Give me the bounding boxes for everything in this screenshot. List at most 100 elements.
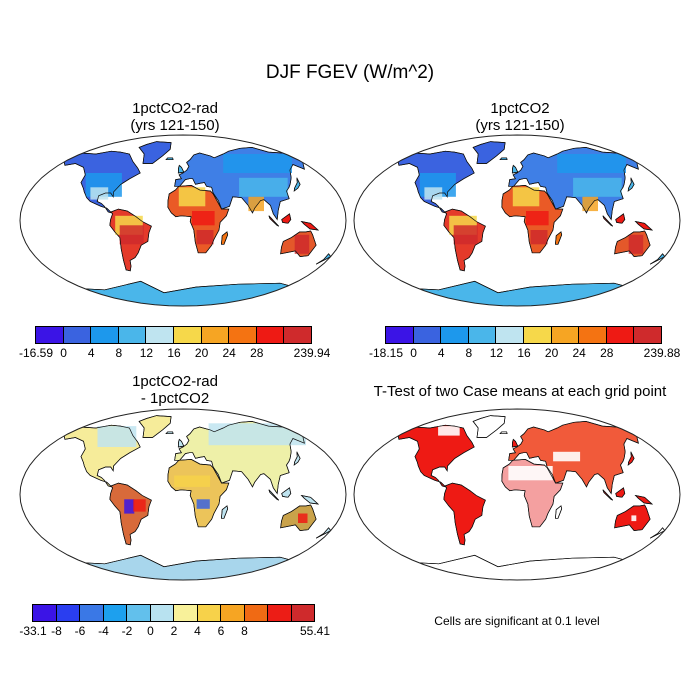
coastline-md [555, 505, 563, 519]
colorbar-3-tick-label: -2 [121, 624, 133, 638]
coastline-af [167, 185, 230, 254]
colorbar-3-labels: -33.1 -8 -6 -4 -2 0 2 4 6 8 55.41 [0, 624, 350, 640]
field-region [97, 426, 137, 447]
panel-2-title: 1pctCO2 (yrs 121-150) [385, 100, 655, 134]
field-region [298, 513, 308, 523]
field-region [453, 225, 478, 245]
coastline-eu [174, 147, 311, 221]
coastline-au [280, 504, 317, 531]
coastline-gr [472, 415, 506, 438]
map-border [353, 408, 681, 581]
coastline-af [167, 459, 230, 528]
field-region [196, 230, 214, 245]
coastline-jp [293, 451, 301, 466]
colorbar-2-swatch [550, 326, 580, 344]
coastline-gr [138, 141, 172, 164]
field-region [512, 187, 540, 207]
coastline-uk [511, 164, 519, 174]
field-region [208, 423, 306, 446]
colorbar-2-swatch [385, 326, 414, 344]
field-region [239, 177, 288, 197]
coastline-su [268, 489, 280, 501]
coastline-bo [281, 213, 292, 224]
colorbar-2-tick-label: 4 [437, 346, 445, 360]
coastline-au [614, 504, 651, 531]
coastline-uk [177, 164, 185, 174]
colorbar-3-tick-label: -6 [74, 624, 86, 638]
coastline-an [396, 280, 637, 306]
map-border [19, 408, 347, 581]
colorbar-1-swatch [90, 326, 119, 344]
colorbar-3-swatch [126, 604, 151, 622]
coastline-md [221, 505, 229, 519]
field-region [248, 196, 264, 212]
coastline-ng [300, 220, 320, 231]
map-border [19, 134, 347, 307]
colorbar-3-tick-label: 55.41 [299, 624, 331, 638]
colorbar-2-tick-label: 20 [544, 346, 559, 360]
colorbar-1-swatch [255, 326, 285, 344]
coastline-md [555, 231, 563, 245]
colorbar-1-swatch [62, 326, 92, 344]
colorbar-3-tick-label: 8 [241, 624, 248, 638]
field-region [192, 211, 215, 226]
coastline-na [397, 424, 475, 488]
panel-3-title: 1pctCO2-rad - 1pctCO2 [40, 373, 310, 407]
field-region [196, 499, 210, 509]
coastline-sa [443, 208, 486, 272]
panel-1-title-line1: 1pctCO2-rad [132, 100, 218, 117]
colorbar-2-tick-label: 0 [410, 346, 417, 360]
map-border [353, 134, 681, 307]
coastline-ng [300, 494, 320, 505]
coastline-sa [109, 208, 152, 272]
colorbar-2-tick-label: 24 [572, 346, 586, 360]
field-region [133, 499, 146, 512]
colorbar-3-tick-label: -8 [51, 624, 62, 638]
colorbar-3-swatch [220, 604, 245, 622]
panel-1-title-line2: (yrs 121-150) [130, 117, 220, 134]
colorbar-1-tick-label: 20 [194, 346, 209, 360]
field-region [119, 225, 144, 245]
coastline-jp [293, 177, 301, 192]
coastline-nz [649, 527, 666, 539]
coastline-md [221, 231, 229, 245]
colorbar-1-tick-label: -16.59 [18, 346, 54, 360]
coastline-ng [634, 494, 654, 505]
field-region [557, 154, 626, 173]
figure-title: DJF FGEV (W/m^2) [265, 62, 435, 83]
coastline-an [62, 554, 303, 580]
colorbar-1-swatch [172, 326, 202, 344]
coastline-bo [615, 213, 626, 224]
colorbar-2-swatch [467, 326, 497, 344]
colorbar-1-tick-label: 24 [222, 346, 236, 360]
coastline-su [602, 489, 614, 501]
colorbar-2-swatch [605, 326, 635, 344]
colorbar-1-swatch [35, 326, 64, 344]
colorbar-3-tick-label: 0 [147, 624, 154, 638]
colorbar-1-tick-label: 28 [250, 346, 264, 360]
colorbar-3-tick-label: 4 [194, 624, 201, 638]
coastline-uk [511, 438, 519, 448]
field-region [530, 230, 548, 245]
map-panel-1 [19, 134, 347, 307]
field-region [174, 475, 211, 487]
coastline-nz [315, 527, 332, 539]
colorbar-1-tick-label: 12 [139, 346, 154, 360]
colorbar-2-swatch [412, 326, 442, 344]
colorbar-2-tick-label: 16 [517, 346, 531, 360]
colorbar-3-swatch [55, 604, 80, 622]
field-region [223, 154, 292, 173]
colorbar-3-tick-label: -4 [98, 624, 109, 638]
field-region [526, 211, 549, 226]
colorbar-3-swatch [173, 604, 198, 622]
coastline-bo [281, 487, 292, 498]
colorbar-3 [32, 604, 315, 622]
colorbar-3-swatch [102, 604, 127, 622]
coastline-is [499, 431, 508, 435]
colorbar-2-tick-label: 239.88 [643, 346, 681, 360]
colorbar-1-tick-label: 4 [87, 346, 95, 360]
colorbar-2-swatch [440, 326, 469, 344]
coastline-is [165, 431, 174, 435]
field-region [294, 234, 310, 254]
colorbar-1-labels: -16.59 0 4 8 12 16 20 24 28 239.94 [0, 346, 350, 362]
